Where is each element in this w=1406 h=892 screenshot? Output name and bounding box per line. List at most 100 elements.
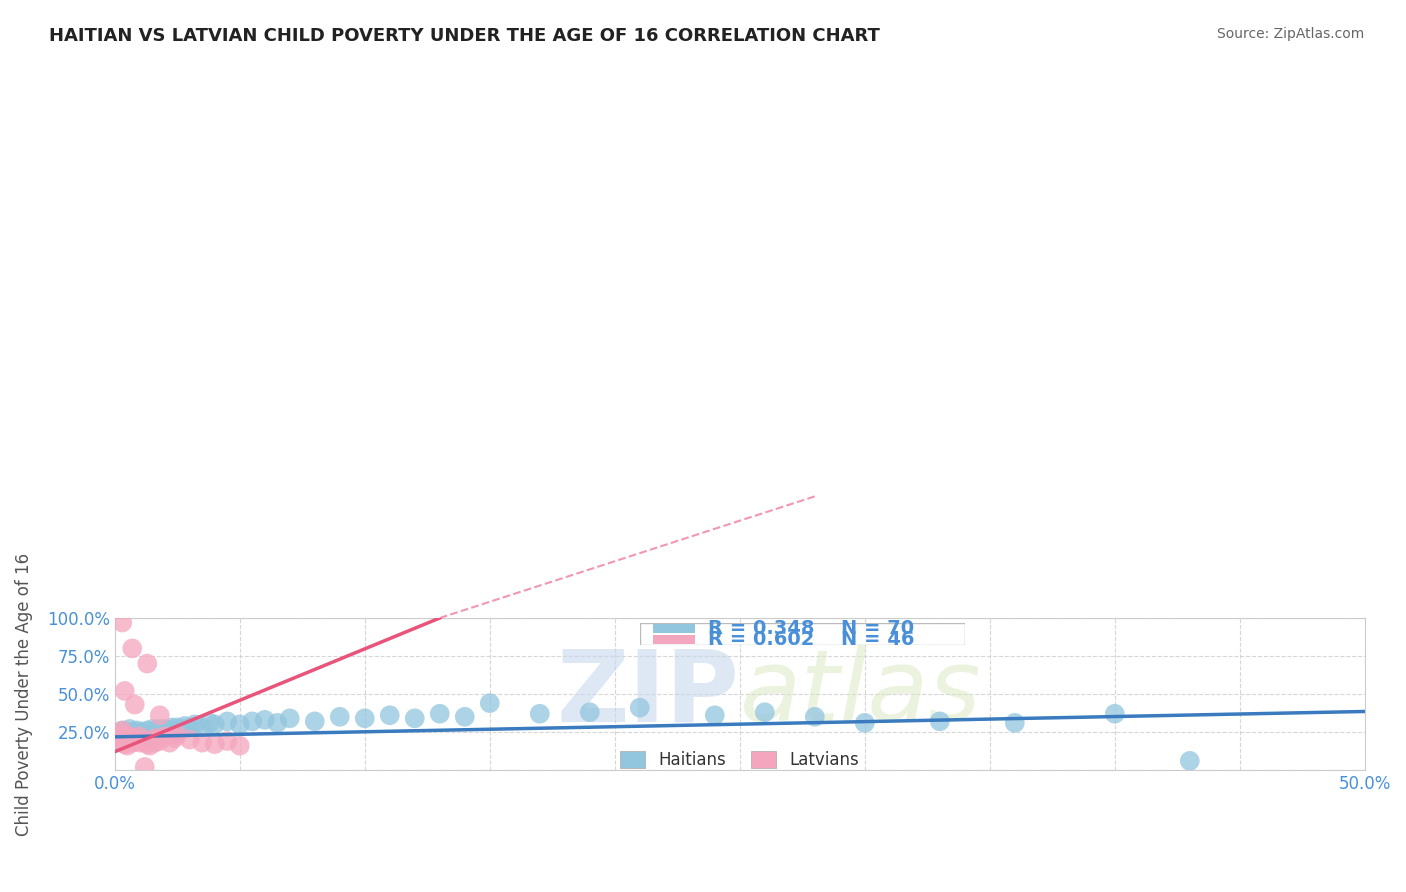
Point	[146, 731, 169, 745]
Text: ZIP: ZIP	[557, 646, 740, 742]
Point	[118, 728, 141, 742]
Point	[118, 734, 141, 748]
Text: Source: ZipAtlas.com: Source: ZipAtlas.com	[1216, 27, 1364, 41]
Point	[124, 728, 146, 742]
Point	[121, 641, 143, 656]
Point	[127, 732, 149, 747]
Point	[114, 730, 136, 744]
Point	[108, 726, 131, 740]
Point	[136, 657, 159, 671]
Point	[229, 739, 252, 753]
Point	[114, 728, 136, 742]
Point	[143, 725, 166, 739]
Point	[114, 684, 136, 698]
Point	[150, 726, 173, 740]
Point	[156, 725, 179, 739]
Point	[304, 714, 326, 729]
Point	[108, 726, 131, 740]
Point	[240, 714, 263, 729]
Point	[146, 723, 169, 738]
Point	[229, 717, 252, 731]
Point	[111, 731, 134, 745]
Point	[253, 713, 276, 727]
Point	[114, 732, 136, 747]
Point	[163, 725, 186, 739]
Point	[111, 615, 134, 630]
Point	[108, 732, 131, 747]
Point	[162, 721, 184, 735]
Point	[134, 760, 156, 774]
Point	[1178, 754, 1201, 768]
Point	[136, 730, 159, 744]
Point	[217, 714, 239, 729]
Point	[131, 734, 153, 748]
Point	[131, 725, 153, 739]
Point	[136, 737, 159, 751]
Point	[117, 734, 139, 748]
Point	[114, 734, 136, 748]
Point	[754, 705, 776, 719]
Point	[478, 696, 501, 710]
Point	[114, 737, 136, 751]
Point	[149, 734, 172, 748]
Point	[108, 728, 131, 742]
Point	[179, 721, 201, 735]
Point	[141, 732, 163, 747]
Point	[173, 719, 195, 733]
Point	[1004, 715, 1026, 730]
Point	[139, 739, 162, 753]
Point	[117, 731, 139, 745]
Point	[121, 731, 143, 745]
Point	[159, 723, 181, 738]
Text: atlas: atlas	[740, 646, 981, 742]
Point	[124, 698, 146, 712]
Point	[121, 726, 143, 740]
Point	[266, 715, 288, 730]
Point	[184, 717, 207, 731]
Point	[172, 722, 194, 736]
Point	[128, 726, 150, 740]
Point	[111, 736, 134, 750]
Point	[278, 711, 301, 725]
Point	[1104, 706, 1126, 721]
Point	[127, 723, 149, 738]
Point	[191, 721, 214, 735]
Point	[124, 734, 146, 748]
Point	[124, 731, 146, 745]
Point	[141, 722, 163, 736]
Point	[111, 723, 134, 738]
Point	[166, 728, 188, 742]
Point	[105, 730, 128, 744]
Point	[105, 730, 128, 744]
Point	[153, 730, 176, 744]
Point	[217, 734, 239, 748]
Point	[146, 730, 169, 744]
Point	[153, 722, 176, 736]
Point	[198, 715, 221, 730]
Point	[128, 736, 150, 750]
Point	[179, 732, 201, 747]
Point	[134, 728, 156, 742]
Point	[928, 714, 950, 729]
Point	[117, 725, 139, 739]
Point	[118, 730, 141, 744]
Point	[128, 730, 150, 744]
Point	[529, 706, 551, 721]
Point	[111, 723, 134, 738]
Point	[166, 721, 188, 735]
Point	[204, 717, 226, 731]
Y-axis label: Child Poverty Under the Age of 16: Child Poverty Under the Age of 16	[15, 552, 32, 836]
Point	[163, 731, 186, 745]
Point	[159, 736, 181, 750]
Point	[141, 728, 163, 742]
Point	[169, 723, 191, 738]
Point	[378, 708, 401, 723]
Point	[804, 710, 827, 724]
Point	[353, 711, 375, 725]
Point	[139, 726, 162, 740]
Point	[191, 736, 214, 750]
Point	[105, 732, 128, 747]
Point	[121, 736, 143, 750]
Point	[853, 715, 876, 730]
Point	[117, 731, 139, 745]
